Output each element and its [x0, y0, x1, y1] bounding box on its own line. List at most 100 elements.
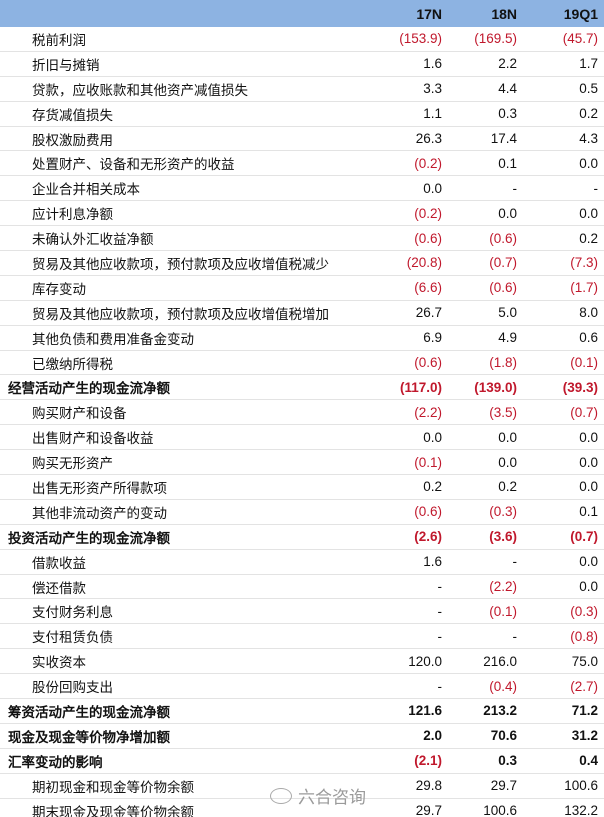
value-19q1: (7.3) [523, 250, 604, 276]
value-17n: (0.6) [372, 225, 448, 252]
value-19q1: - [523, 175, 604, 202]
value-18n: 0.1 [448, 150, 523, 177]
value-19q1: (1.7) [523, 275, 604, 301]
value-18n: 4.4 [448, 76, 523, 102]
value-19q1: 8.0 [523, 300, 604, 326]
value-18n: 4.9 [448, 325, 523, 351]
value-17n: 1.1 [372, 101, 448, 127]
value-19q1: (0.3) [523, 598, 604, 625]
row-label: 处置财产、设备和无形资产的收益 [0, 150, 372, 177]
table-row: 企业合并相关成本 0.0- - [0, 175, 604, 202]
table-row: 贷款，应收账款和其他资产减值损失 3.3 4.4 0.5 [0, 76, 604, 102]
value-18n: (169.5) [448, 27, 523, 52]
value-19q1: 0.0 [523, 449, 604, 476]
value-19q1: 0.6 [523, 325, 604, 351]
value-18n: 0.0 [448, 449, 523, 476]
value-19q1: 0.0 [523, 150, 604, 177]
row-label: 投资活动产生的现金流净额 [0, 524, 372, 550]
value-17n: 6.9 [372, 325, 448, 351]
value-18n: 70.6 [448, 723, 523, 749]
header-17n: 17N [372, 0, 448, 27]
value-17n: (117.0) [372, 374, 448, 401]
row-label: 已缴纳所得税 [0, 350, 372, 376]
value-18n: (1.8) [448, 350, 523, 376]
watermark-text: 六合咨询 [298, 788, 366, 807]
header-19q1: 19Q1 [523, 0, 604, 27]
row-label: 企业合并相关成本 [0, 175, 372, 202]
header-label [0, 0, 372, 27]
value-19q1: 31.2 [523, 723, 604, 749]
value-19q1: 0.0 [523, 424, 604, 451]
value-17n: 121.6 [372, 698, 448, 724]
value-17n: 26.3 [372, 126, 448, 152]
table-row: 处置财产、设备和无形资产的收益 (0.2) 0.1 0.0 [0, 150, 604, 177]
value-17n: - [372, 574, 448, 600]
value-19q1: 0.0 [523, 549, 604, 575]
value-19q1: 0.0 [523, 574, 604, 600]
value-19q1: (0.1) [523, 350, 604, 376]
value-19q1: 0.0 [523, 200, 604, 227]
value-17n: 0.2 [372, 474, 448, 500]
row-label: 税前利润 [0, 27, 372, 52]
value-18n: (139.0) [448, 374, 523, 401]
row-label: 支付财务利息 [0, 598, 372, 625]
value-18n: 100.6 [448, 798, 523, 817]
table-row: 期末现金及现金等价物余额 29.7 100.6 132.2 [0, 798, 604, 817]
table-row: 其他负债和费用准备金变动 6.9 4.9 0.6 [0, 325, 604, 351]
row-label: 贸易及其他应收款项，预付款项及应收增值税减少 [0, 250, 372, 276]
table-row: 折旧与摊销 1.6 2.2 1.7 [0, 51, 604, 77]
value-17n: 29.7 [372, 798, 448, 817]
row-label: 期初现金和现金等价物余额 [0, 773, 372, 799]
row-label: 经营活动产生的现金流净额 [0, 374, 372, 401]
value-17n: 1.6 [372, 549, 448, 575]
row-label: 偿还借款 [0, 574, 372, 600]
row-label: 其他非流动资产的变动 [0, 499, 372, 525]
value-19q1: 0.5 [523, 76, 604, 102]
value-18n: (0.7) [448, 250, 523, 276]
value-17n: 0.0 [372, 424, 448, 451]
value-17n: 3.3 [372, 76, 448, 102]
table-row: 期初现金和现金等价物余额 29.8 29.7 100.6 [0, 773, 604, 799]
value-18n: 0.0 [448, 200, 523, 227]
row-label: 实收资本 [0, 648, 372, 675]
row-label: 贷款，应收账款和其他资产减值损失 [0, 76, 372, 102]
table-row: 股份回购支出 - (0.4) (2.7) [0, 673, 604, 700]
value-17n: - [372, 598, 448, 625]
value-17n: 29.8 [372, 773, 448, 799]
watermark: 六合咨询 [270, 783, 366, 808]
value-18n: (2.2) [448, 574, 523, 600]
value-18n: 213.2 [448, 698, 523, 724]
value-18n: (3.5) [448, 399, 523, 426]
value-18n: 5.0 [448, 300, 523, 326]
row-label: 存货减值损失 [0, 101, 372, 127]
value-18n: 0.0 [448, 424, 523, 451]
value-19q1: (0.7) [523, 524, 604, 550]
table-row: 经营活动产生的现金流净额 (117.0) (139.0) (39.3) [0, 374, 604, 401]
value-18n: 0.3 [448, 748, 523, 774]
value-18n: (3.6) [448, 524, 523, 550]
value-18n: - [448, 623, 523, 650]
value-18n: (0.3) [448, 499, 523, 525]
value-19q1: (45.7) [523, 27, 604, 52]
table-row: 实收资本 120.0 216.0 75.0 [0, 648, 604, 675]
row-label: 股权激励费用 [0, 126, 372, 152]
value-19q1: 0.0 [523, 474, 604, 500]
table-row: 购买无形资产 (0.1) 0.0 0.0 [0, 449, 604, 476]
table-body: 税前利润 (153.9) (169.5) (45.7) 折旧与摊销 1.6 2.2 1.7 贷款… [0, 27, 604, 817]
row-label: 出售无形资产所得款项 [0, 474, 372, 500]
table-row: 借款收益 1.6-0.0 [0, 549, 604, 575]
row-label: 应计利息净额 [0, 200, 372, 227]
table-row: 筹资活动产生的现金流净额 121.6 213.2 71.2 [0, 698, 604, 724]
value-17n: (0.6) [372, 350, 448, 376]
header-18n: 18N [448, 0, 523, 27]
row-label: 购买财产和设备 [0, 399, 372, 426]
value-18n: 216.0 [448, 648, 523, 675]
value-17n: (0.1) [372, 449, 448, 476]
value-19q1: 0.2 [523, 225, 604, 252]
value-18n: (0.1) [448, 598, 523, 625]
value-18n: 0.3 [448, 101, 523, 127]
table-row: 支付租赁负债 - - (0.8) [0, 623, 604, 650]
value-17n: 0.0 [372, 175, 448, 202]
